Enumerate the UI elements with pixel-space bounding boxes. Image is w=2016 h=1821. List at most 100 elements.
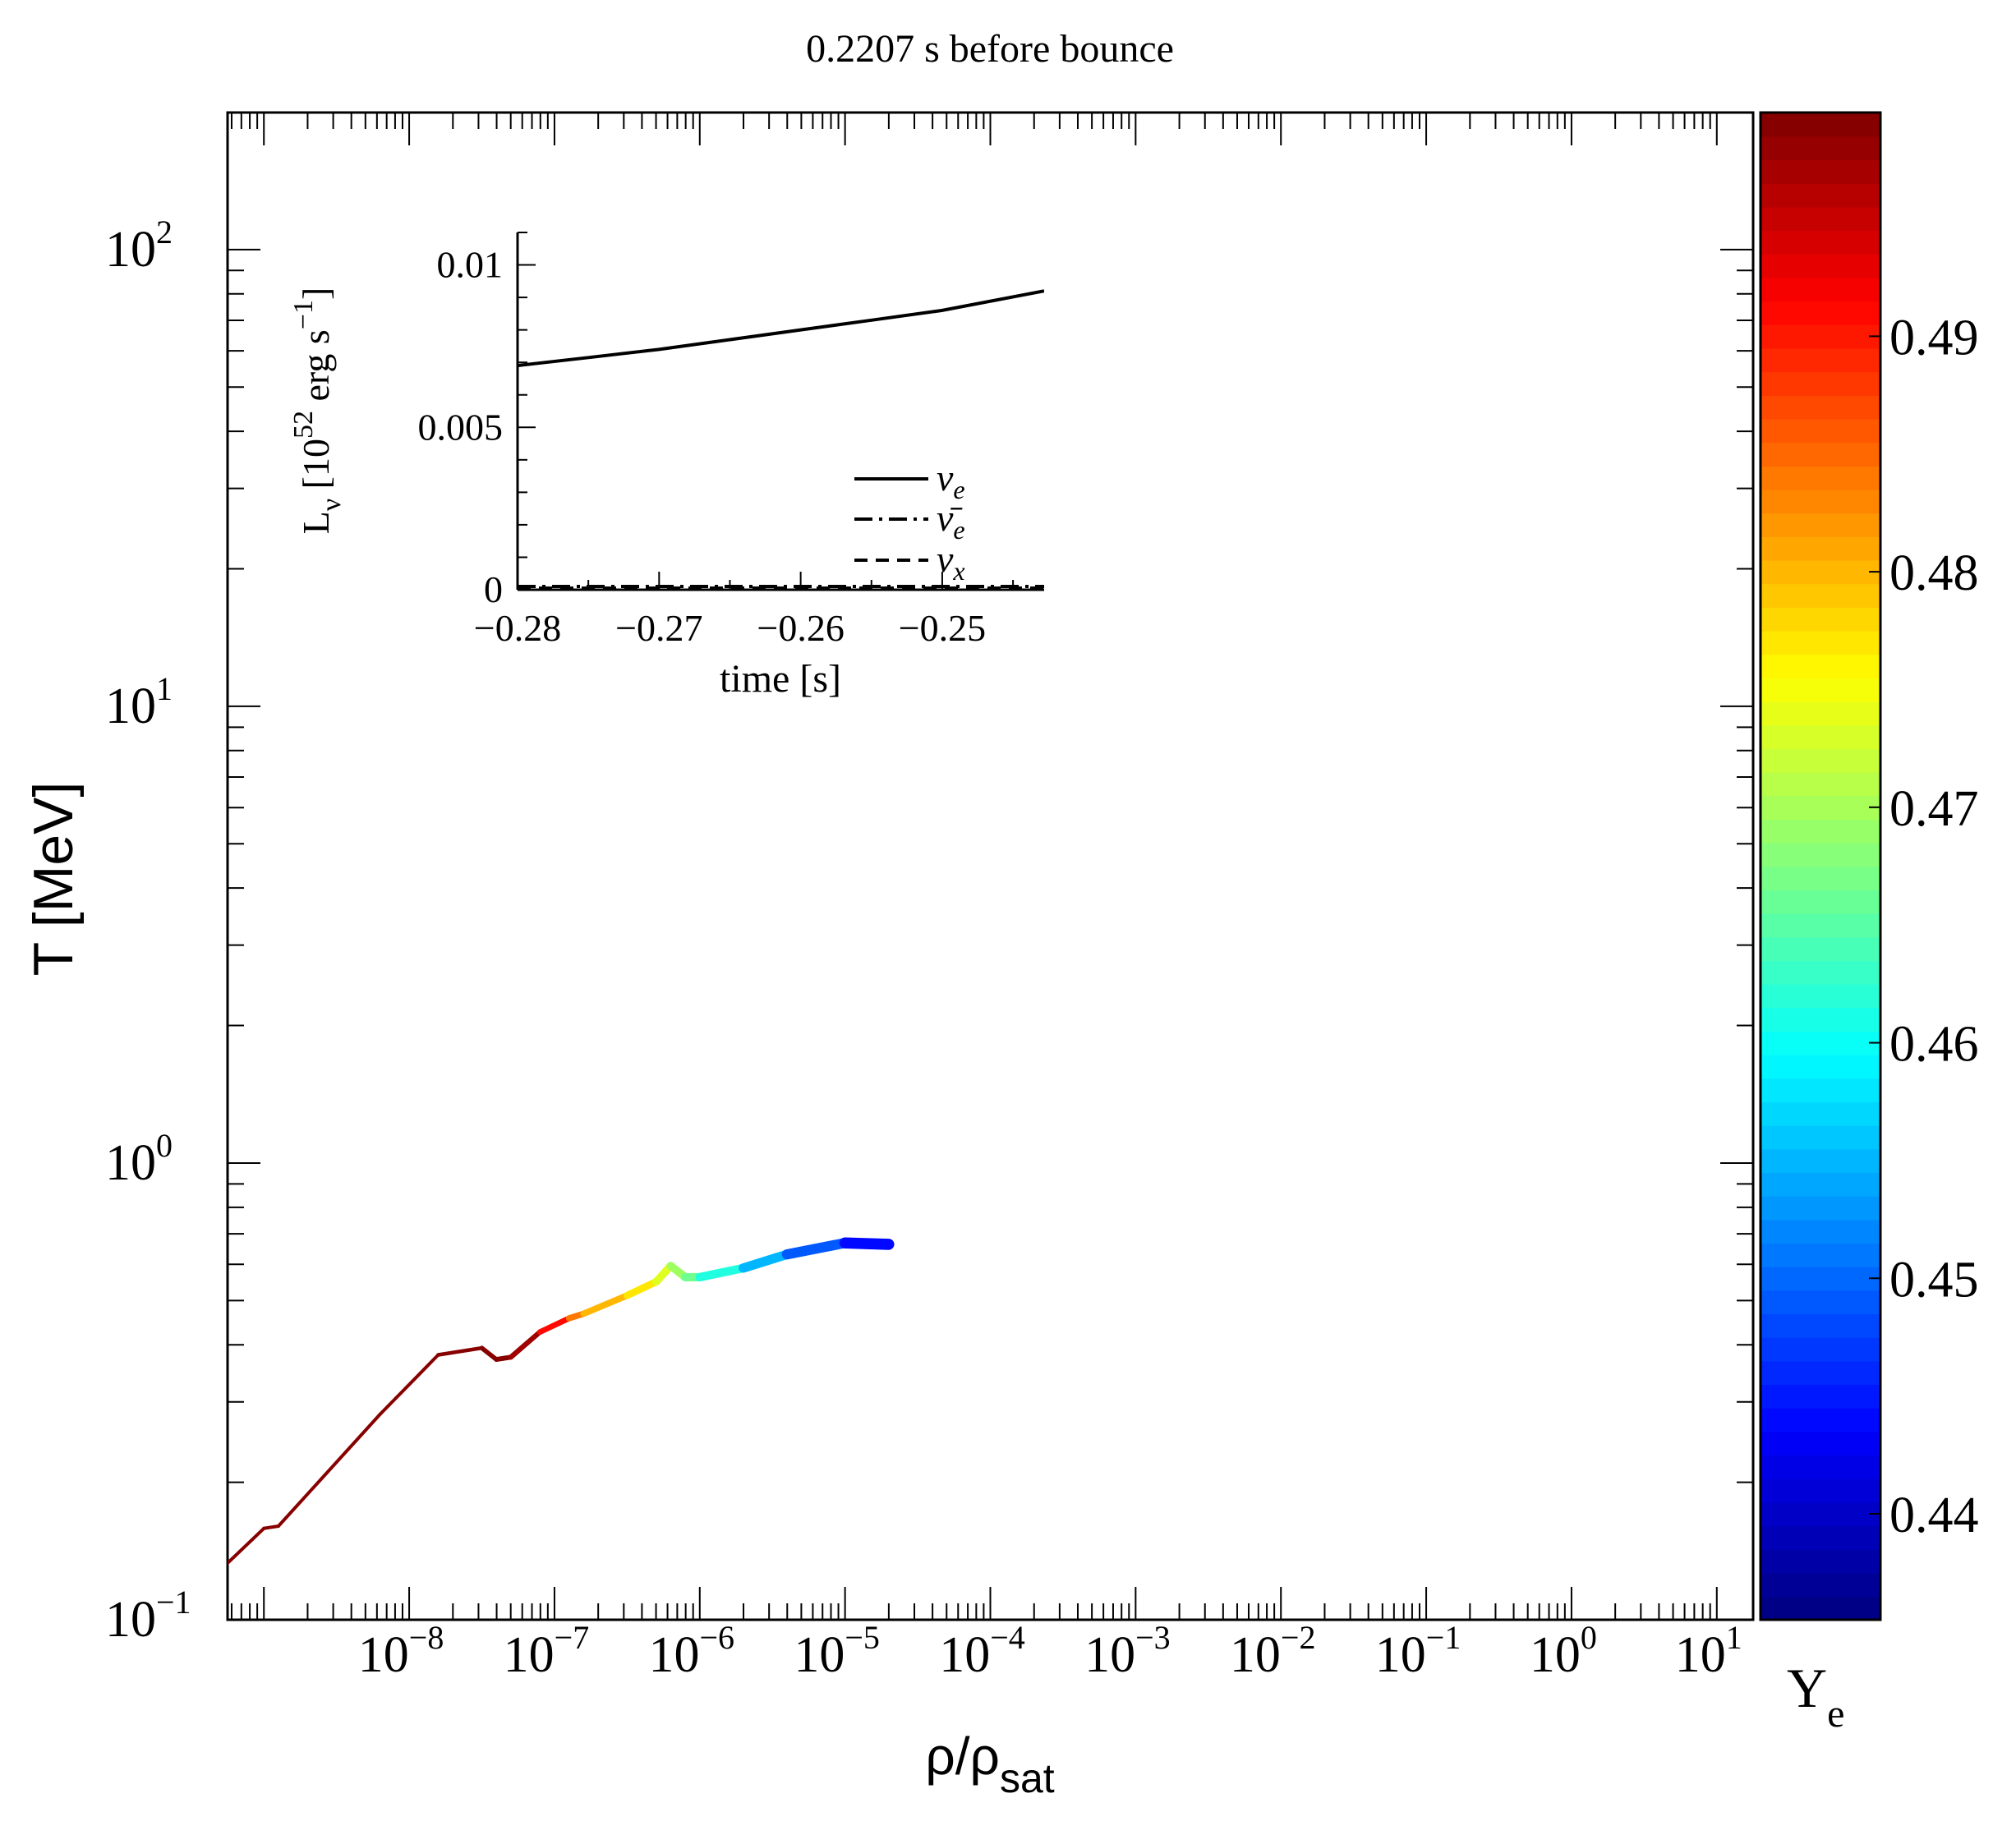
colorbar-band (1761, 701, 1880, 726)
rho-temperature-trajectory (228, 1237, 895, 1566)
colorbar-band (1761, 113, 1880, 137)
colorbar-band (1761, 1384, 1880, 1409)
y-tick-exp: 2 (156, 214, 173, 251)
colorbar-band (1761, 1313, 1880, 1338)
inset-y-label-L: L (295, 511, 337, 534)
x-tick-base: 10 (1230, 1627, 1281, 1683)
colorbar-band (1761, 159, 1880, 184)
colorbar-frame (1759, 111, 1882, 1621)
inset-x-tick-label: −0.27 (615, 607, 702, 649)
colorbar-band (1761, 536, 1880, 561)
colorbar-band (1761, 1431, 1880, 1456)
legend-label: νe (937, 457, 965, 504)
colorbar-band (1761, 936, 1880, 961)
colorbar-band (1761, 1124, 1880, 1150)
colorbar-band (1761, 842, 1880, 867)
chart-title: 0.2207 s before bounce (806, 27, 1174, 71)
x-tick-label: 10−6 (649, 1619, 735, 1683)
x-tick-label: 10−5 (794, 1619, 880, 1683)
main-tick-marks (228, 113, 1753, 1621)
x-tick-base: 10 (794, 1627, 845, 1683)
y-tick-exp: 1 (156, 670, 173, 707)
inset-y-label-exp2: −1 (288, 300, 319, 329)
inset-x-axis-label: time [s] (720, 657, 841, 701)
legend-label-main: ν (937, 538, 954, 580)
colorbar-tick-label: 0.47 (1889, 781, 1979, 837)
colorbar-band (1761, 301, 1880, 325)
colorbar-band (1761, 795, 1880, 820)
colorbar-band (1761, 1290, 1880, 1315)
legend-label-sub: e (953, 515, 964, 545)
inset-y-label-rest: [10 (295, 439, 337, 499)
colorbar-band (1761, 418, 1880, 444)
colorbar-band (1761, 1455, 1880, 1479)
x-tick-exp: −3 (1135, 1619, 1171, 1656)
y-tick-base: 10 (105, 1592, 156, 1648)
x-axis-label-main: ρ/ρ (925, 1727, 1000, 1786)
colorbar-tick-label: 0.44 (1889, 1488, 1979, 1543)
inset-y-label-tail: erg s (295, 329, 337, 411)
y-tick-label: 101 (105, 670, 173, 734)
trajectory-segment (320, 1412, 382, 1480)
trajectory-segment (479, 1345, 499, 1362)
colorbar-band (1761, 960, 1880, 985)
trajectory-segment (695, 1263, 748, 1282)
x-tick-label: 10−4 (939, 1619, 1025, 1683)
x-tick-label: 10−8 (358, 1619, 444, 1683)
colorbar-band (1761, 489, 1880, 514)
y-tick-exp: −1 (156, 1584, 191, 1621)
colorbar-band (1761, 254, 1880, 278)
x-tick-label: 10−2 (1230, 1619, 1316, 1683)
x-tick-labels: 10−8 10−7 10−6 10−5 10−4 10−3 10−2 10−1 100 101 (358, 1619, 1742, 1683)
colorbar-band (1761, 1078, 1880, 1103)
colorbar-band (1761, 1195, 1880, 1221)
x-tick-label: 100 (1530, 1619, 1597, 1683)
colorbar-band (1761, 277, 1880, 302)
x-tick-exp: −1 (1426, 1619, 1461, 1656)
inset-y-tick-label: 0 (484, 568, 503, 610)
inset-x-tick-label: −0.25 (899, 607, 986, 649)
colorbar-band (1761, 559, 1880, 585)
colorbar-label-sub: e (1827, 1692, 1844, 1736)
trajectory-segment (378, 1353, 440, 1416)
x-tick-label: 101 (1675, 1619, 1742, 1683)
inset-y-tick-label: 0.01 (437, 244, 504, 286)
x-tick-exp: −2 (1281, 1619, 1316, 1656)
inset-x-tick-label: −0.28 (474, 607, 561, 649)
colorbar-band (1761, 1596, 1880, 1621)
legend-label-sub: e (953, 475, 964, 504)
trajectory-segment (623, 1278, 660, 1299)
inset-series-lines (518, 289, 1044, 590)
x-tick-base: 10 (1375, 1627, 1426, 1683)
x-tick-base: 10 (1084, 1627, 1135, 1683)
colorbar-tick-label: 0.48 (1889, 545, 1979, 601)
y-tick-base: 10 (105, 678, 156, 734)
colorbar-band (1761, 347, 1880, 373)
x-tick-base: 10 (1530, 1627, 1581, 1683)
colorbar-band (1761, 1172, 1880, 1197)
x-tick-exp: 1 (1726, 1619, 1742, 1656)
trajectory-segment (436, 1345, 484, 1357)
colorbar-band (1761, 1407, 1880, 1432)
colorbar-band (1761, 890, 1880, 914)
colorbar-label: Ye (1787, 1657, 1844, 1736)
colorbar-band (1761, 1148, 1880, 1174)
y-tick-base: 10 (105, 222, 156, 278)
trajectory-segment (781, 1238, 850, 1260)
trajectory-segment (262, 1524, 280, 1530)
y-tick-label: 100 (105, 1127, 173, 1191)
colorbar-ticks: 0.44 0.45 0.46 0.47 0.48 0.49 (1869, 310, 1979, 1543)
colorbar-band (1761, 466, 1880, 490)
x-tick-base: 10 (1675, 1627, 1726, 1683)
inset-x-tick-label: −0.26 (757, 607, 844, 649)
colorbar-band (1761, 1548, 1880, 1574)
legend-label: νx (937, 538, 965, 586)
colorbar-tick-label: 0.46 (1889, 1017, 1979, 1073)
colorbar-band (1761, 607, 1880, 632)
legend-label-main: ν (937, 457, 954, 499)
inset-y-label-close: ] (295, 287, 337, 300)
inset-y-label-sub: ν (316, 499, 347, 511)
colorbar-band (1761, 183, 1880, 208)
